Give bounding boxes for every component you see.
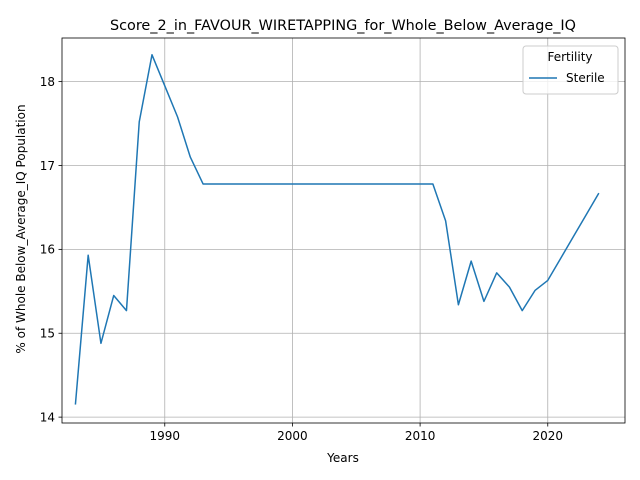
legend-label-sterile: Sterile: [566, 71, 605, 85]
axis-ticks: 1990 2000 2010 2020 14 15 16 17 18: [40, 75, 563, 443]
chart-title: Score_2_in_FAVOUR_WIRETAPPING_for_Whole_…: [110, 18, 576, 34]
y-tick-label: 18: [40, 75, 55, 89]
y-axis-label: % of Whole Below_Average_IQ Population: [14, 104, 28, 353]
y-tick-label: 15: [40, 327, 55, 341]
y-tick-label: 14: [40, 410, 55, 424]
plot-frame: [61, 37, 626, 424]
x-tick-label: 2020: [532, 429, 563, 443]
x-tick-label: 2010: [405, 429, 436, 443]
series-line-sterile: [74, 54, 600, 405]
x-tick-label: 1990: [149, 429, 180, 443]
y-tick-label: 17: [40, 159, 55, 173]
x-axis-label: Years: [326, 451, 359, 465]
legend-box: [522, 45, 619, 95]
x-tick-label: 2000: [277, 429, 308, 443]
legend: Fertility Sterile: [522, 45, 619, 95]
y-tick-label: 16: [40, 243, 55, 257]
series-layer: [74, 54, 600, 405]
legend-title: Fertility: [547, 50, 592, 64]
grid: [62, 38, 625, 423]
